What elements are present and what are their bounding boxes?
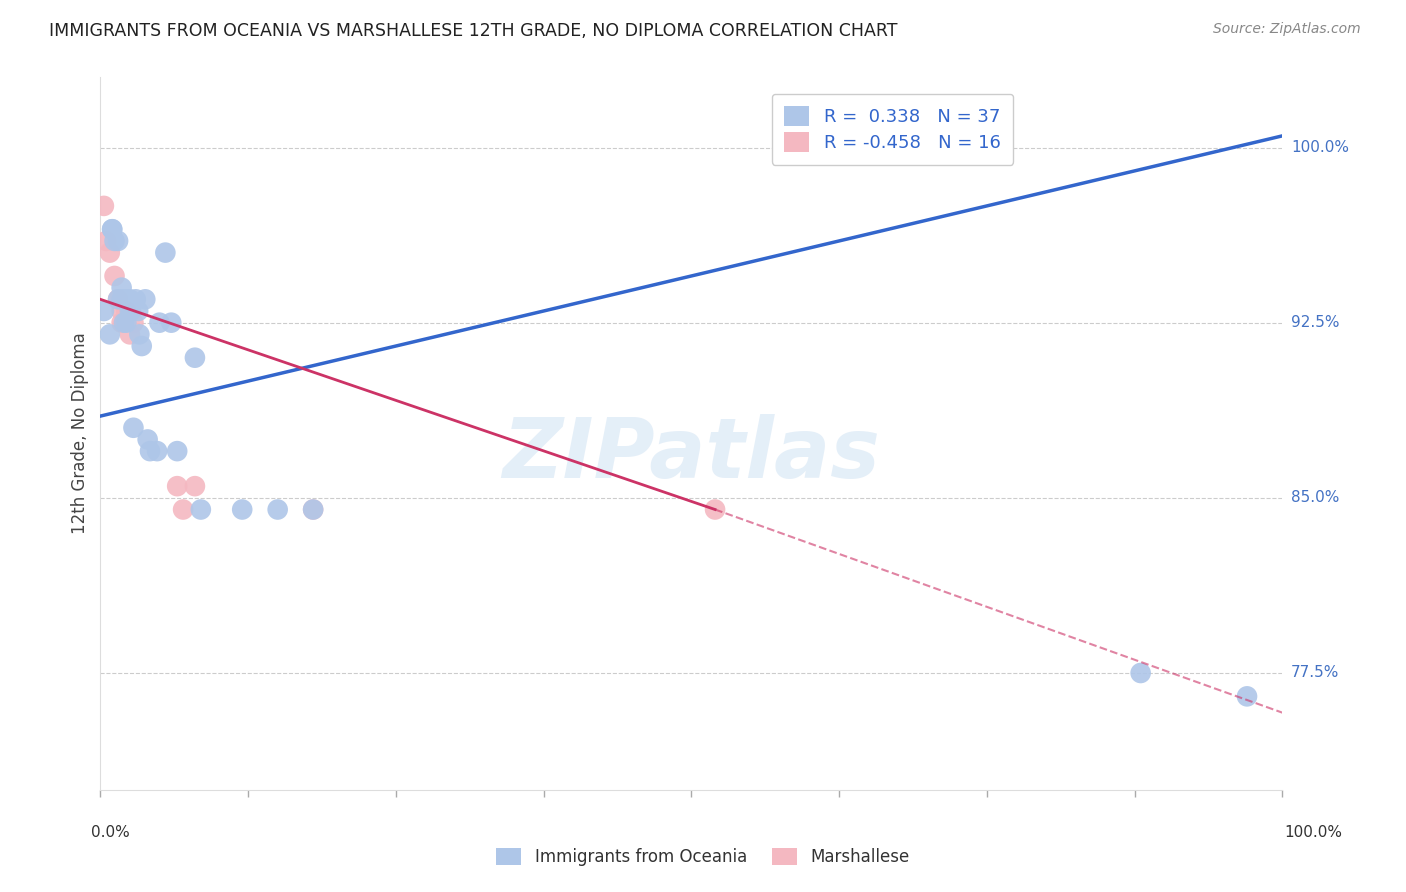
Point — [266, 502, 288, 516]
Point — [302, 502, 325, 516]
Point — [131, 339, 153, 353]
Legend: Immigrants from Oceania, Marshallese: Immigrants from Oceania, Marshallese — [489, 841, 917, 873]
Point — [115, 316, 138, 330]
Point — [93, 199, 115, 213]
Point — [115, 293, 138, 307]
Point — [118, 327, 141, 342]
Point — [184, 351, 207, 365]
Point — [120, 304, 142, 318]
Point — [302, 502, 325, 516]
Point — [128, 327, 150, 342]
Point — [184, 479, 207, 493]
Point — [107, 234, 129, 248]
Point — [98, 327, 121, 342]
Point — [111, 316, 134, 330]
Point — [136, 433, 159, 447]
Point — [122, 316, 145, 330]
Point — [127, 304, 149, 318]
Point — [111, 304, 134, 318]
Text: ZIPatlas: ZIPatlas — [502, 415, 880, 495]
Text: 92.5%: 92.5% — [1291, 315, 1340, 330]
Point — [146, 444, 169, 458]
Point — [134, 293, 156, 307]
Point — [160, 316, 183, 330]
Text: 100.0%: 100.0% — [1291, 140, 1348, 155]
Point — [118, 293, 141, 307]
Point — [231, 502, 253, 516]
Text: 77.5%: 77.5% — [1291, 665, 1339, 681]
Point — [858, 140, 880, 154]
Point — [103, 234, 125, 248]
Point — [139, 444, 162, 458]
Text: 100.0%: 100.0% — [1285, 825, 1343, 840]
Point — [111, 280, 134, 294]
Point — [103, 268, 125, 283]
Point — [172, 502, 194, 516]
Point — [148, 316, 170, 330]
Point — [107, 293, 129, 307]
Text: IMMIGRANTS FROM OCEANIA VS MARSHALLESE 12TH GRADE, NO DIPLOMA CORRELATION CHART: IMMIGRANTS FROM OCEANIA VS MARSHALLESE 1… — [49, 22, 897, 40]
Point — [166, 479, 188, 493]
Point — [976, 140, 998, 154]
Point — [1236, 690, 1258, 704]
Point — [122, 421, 145, 435]
Point — [190, 502, 212, 516]
Point — [115, 304, 138, 318]
Text: 0.0%: 0.0% — [91, 825, 131, 840]
Legend: R =  0.338   N = 37, R = -0.458   N = 16: R = 0.338 N = 37, R = -0.458 N = 16 — [772, 94, 1014, 165]
Point — [111, 293, 134, 307]
Point — [125, 293, 148, 307]
Point — [112, 316, 135, 330]
Point — [96, 234, 118, 248]
Point — [93, 304, 115, 318]
Point — [101, 222, 124, 236]
Point — [112, 316, 135, 330]
Point — [155, 245, 177, 260]
Y-axis label: 12th Grade, No Diploma: 12th Grade, No Diploma — [72, 333, 89, 534]
Point — [166, 444, 188, 458]
Point — [118, 304, 141, 318]
Point — [107, 293, 129, 307]
Point — [101, 222, 124, 236]
Text: Source: ZipAtlas.com: Source: ZipAtlas.com — [1213, 22, 1361, 37]
Point — [98, 245, 121, 260]
Point — [704, 502, 727, 516]
Text: 85.0%: 85.0% — [1291, 491, 1339, 506]
Point — [1129, 665, 1152, 680]
